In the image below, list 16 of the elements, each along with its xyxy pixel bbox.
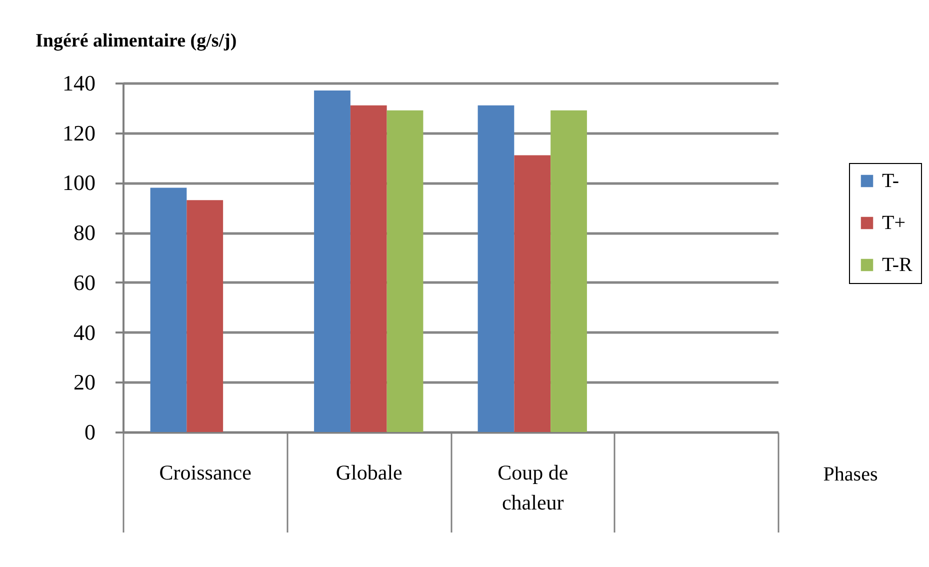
legend-label: T+ — [882, 212, 906, 234]
x-tick-label: Croissance — [159, 460, 252, 484]
y-tick-label: 120 — [62, 120, 96, 146]
x-tick-label: Coup de chaleur — [498, 460, 568, 514]
y-tick-label: 40 — [74, 320, 96, 345]
y-tick-label: 0 — [84, 420, 96, 444]
x-axis-title: Phases — [823, 464, 878, 486]
x-tick-label: Globale — [336, 460, 402, 484]
y-tick-label: 60 — [74, 270, 96, 295]
y-tick-label: 100 — [62, 170, 96, 196]
y-tick-label: 20 — [74, 370, 96, 395]
y-tick-label: 80 — [74, 220, 96, 246]
y-axis-title: Ingéré alimentaire (g/s/j) — [36, 30, 237, 52]
legend-label: T-R — [882, 254, 914, 276]
legend-label: T- — [882, 170, 900, 192]
y-tick-label: 140 — [62, 70, 96, 96]
